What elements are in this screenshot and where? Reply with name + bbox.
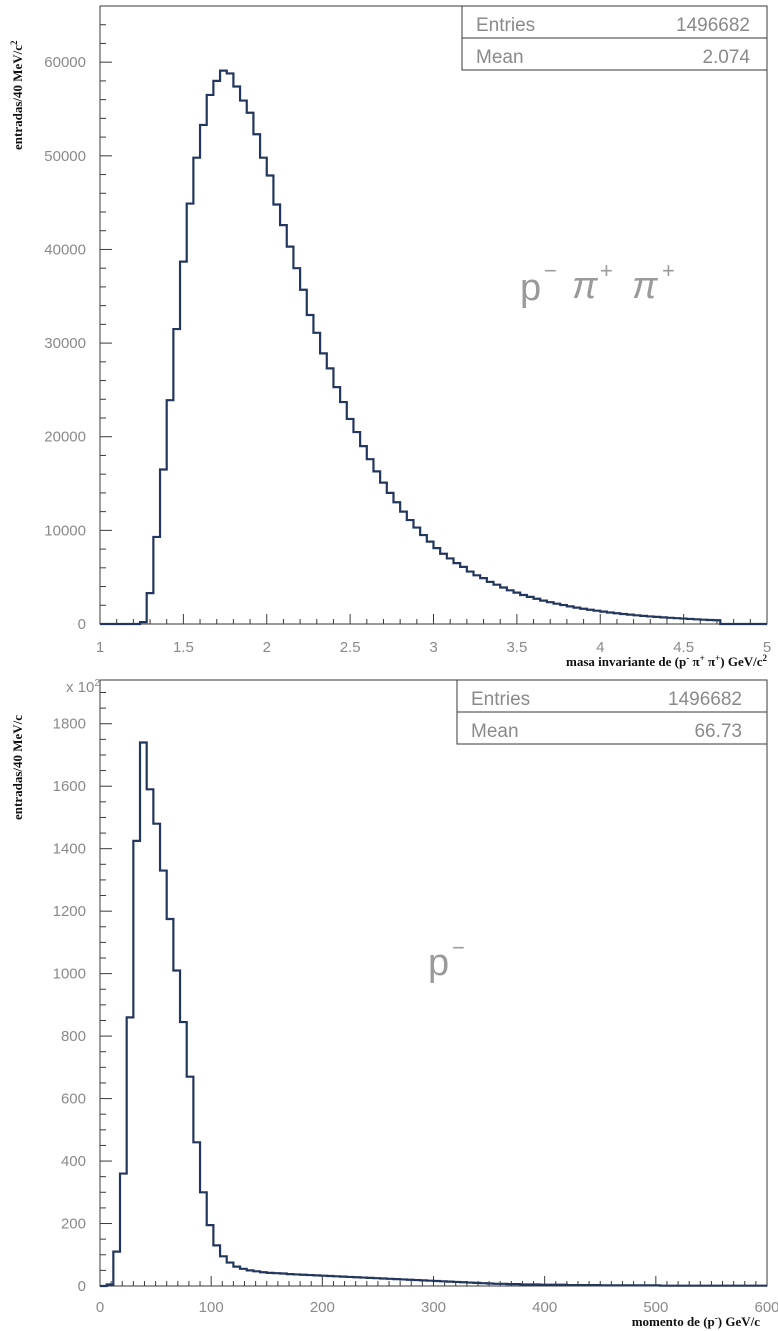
y-tick-label: 10000 xyxy=(44,522,86,539)
x-tick-label: 5 xyxy=(763,639,771,656)
bottom-axis-ticks xyxy=(99,691,768,1287)
y-tick-label: 800 xyxy=(61,1028,86,1045)
histogram-line-bottom xyxy=(100,741,767,1288)
x-axis-label-bottom: momento de (p-) GeV/c xyxy=(632,1313,761,1329)
bottom-tick-labels: 0 100 200 300 400 500 600 0 200 400 600 800 1000 1200… xyxy=(53,716,778,1316)
annotation-top: p − π + π + xyxy=(520,258,675,309)
annotation-p-sup: − xyxy=(544,258,557,283)
annotation-p-sup-bottom: − xyxy=(452,935,465,960)
annotation-pi1-sup: + xyxy=(600,258,613,283)
stats-entries-value: 1496682 xyxy=(676,15,750,36)
x-tick-label: 0 xyxy=(96,1299,104,1316)
y-tick-label: 60000 xyxy=(44,54,86,71)
y-scale-note: x 102 xyxy=(66,678,100,696)
x-tick-label: 4 xyxy=(596,639,604,656)
y-tick-label: 30000 xyxy=(44,335,86,352)
plot-frame-top xyxy=(99,5,768,625)
y-tick-label: 40000 xyxy=(44,241,86,258)
y-tick-label: 1200 xyxy=(53,903,86,920)
y-tick-label: 1600 xyxy=(53,778,86,795)
y-tick-label: 600 xyxy=(61,1091,86,1108)
annotation-p: p xyxy=(520,267,541,309)
stats-mean-label: Mean xyxy=(476,47,524,68)
chart-panel-top: 1 1.5 2 2.5 3 3.5 4 4.5 5 0 10000 20000 30000 40000 50… xyxy=(9,5,771,669)
x-axis-label-top: masa invariante de (p- π+ π+) GeV/c2 xyxy=(566,653,768,669)
x-tick-label: 400 xyxy=(532,1299,557,1316)
x-tick-label: 200 xyxy=(310,1299,335,1316)
x-tick-label: 2 xyxy=(263,639,271,656)
x-tick-label: 3 xyxy=(429,639,437,656)
y-axis-label-bottom: entradas/40 MeV/c xyxy=(10,715,25,820)
stats-entries-label-bottom: Entries xyxy=(471,689,530,710)
y-tick-label: 0 xyxy=(78,616,86,633)
x-tick-label: 1 xyxy=(96,639,104,656)
histogram-line-top xyxy=(100,69,767,626)
stats-entries-value-bottom: 1496682 xyxy=(668,689,742,710)
y-axis-label-top: entradas/40 MeV/c2 xyxy=(9,40,25,150)
stats-box-bottom: Entries 1496682 Mean 66.73 xyxy=(456,679,768,745)
stats-mean-value: 2.074 xyxy=(702,47,750,68)
x-tick-label: 4.5 xyxy=(673,639,694,656)
top-tick-labels: 1 1.5 2 2.5 3 3.5 4 4.5 5 0 10000 20000 30000 40000 50… xyxy=(44,54,771,656)
stats-entries-label: Entries xyxy=(476,15,535,36)
y-tick-label: 50000 xyxy=(44,148,86,165)
y-tick-label: 1400 xyxy=(53,841,86,858)
y-tick-label: 0 xyxy=(78,1278,86,1295)
stats-box-top: Entries 1496682 Mean 2.074 xyxy=(461,5,768,71)
x-tick-label: 500 xyxy=(643,1299,668,1316)
x-tick-label: 1.5 xyxy=(173,639,194,656)
annotation-bottom: p − xyxy=(428,935,465,984)
y-tick-label: 1000 xyxy=(53,966,86,983)
top-axis-ticks xyxy=(99,5,768,625)
y-tick-label: 400 xyxy=(61,1153,86,1170)
annotation-pi1: π xyxy=(572,265,599,307)
x-tick-label: 100 xyxy=(199,1299,224,1316)
x-tick-label: 600 xyxy=(754,1299,778,1316)
stats-mean-label-bottom: Mean xyxy=(471,721,519,742)
y-tick-label: 20000 xyxy=(44,429,86,446)
x-tick-label: 300 xyxy=(421,1299,446,1316)
x-tick-label: 2.5 xyxy=(340,639,361,656)
chart-panel-bottom: 0 100 200 300 400 500 600 0 200 400 600 800 1000 1200… xyxy=(10,678,778,1329)
annotation-pi2: π xyxy=(632,265,659,307)
stats-mean-value-bottom: 66.73 xyxy=(694,721,742,742)
y-tick-label: 1800 xyxy=(53,716,86,733)
annotation-pi2-sup: + xyxy=(662,258,675,283)
x-tick-label: 3.5 xyxy=(506,639,527,656)
annotation-p-bottom: p xyxy=(428,942,449,984)
y-tick-label: 200 xyxy=(61,1216,86,1233)
